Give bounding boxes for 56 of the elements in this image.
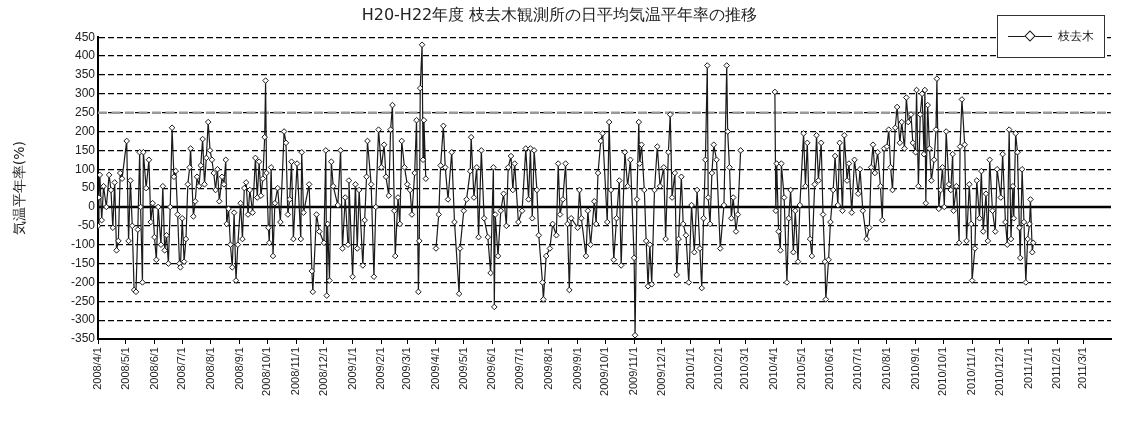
x-tick-label: 2009/6/1 <box>485 347 498 390</box>
x-tick-label: 2010/3/1 <box>738 347 751 390</box>
x-tick-label: 2009/11/1 <box>627 347 640 396</box>
x-tick-label: 2010/5/1 <box>794 347 807 390</box>
x-tick-label: 2009/9/1 <box>570 347 583 390</box>
legend-label: 枝去木 <box>1058 28 1094 46</box>
x-tick-label: 2008/10/1 <box>260 347 273 396</box>
x-tick-label: 2010/4/1 <box>766 347 779 390</box>
y-tick-label: 350 <box>74 67 96 82</box>
y-tick-label: -50 <box>77 218 96 233</box>
y-tick-label: 300 <box>74 86 96 101</box>
y-tick-label: -200 <box>70 274 96 289</box>
y-tick-label: 150 <box>74 142 96 157</box>
y-axis-title: 気温平年率(%) <box>11 140 28 236</box>
x-tick-label: 2010/12/1 <box>992 347 1005 396</box>
x-tick-label: 2008/11/1 <box>289 347 302 396</box>
x-tick-label: 2008/8/1 <box>204 347 216 390</box>
x-tick-label: 2010/9/1 <box>908 347 921 390</box>
chart-title: H20-H22年度 枝去木観測所の日平均気温平年率の推移 <box>361 4 758 24</box>
x-tick-label: 2009/1/1 <box>345 347 358 390</box>
x-tick-label: 2010/7/1 <box>851 347 864 390</box>
x-tick-label: 2009/8/1 <box>541 347 554 390</box>
y-tick-label: 200 <box>74 123 96 138</box>
x-tick-label: 2008/5/1 <box>118 347 131 390</box>
x-tick-label: 2008/12/1 <box>316 347 329 396</box>
x-tick-label: 2009/5/1 <box>456 347 469 390</box>
x-tick-label: 2009/7/1 <box>513 347 526 390</box>
x-tick-label: 2010/8/1 <box>879 347 892 390</box>
x-tick-label: 2009/12/1 <box>654 347 667 396</box>
y-tick-label: 50 <box>81 180 96 195</box>
y-tick-label: 450 <box>74 29 96 44</box>
x-tick-label: 2008/4/1 <box>91 347 104 390</box>
x-tick-label: 2010/10/1 <box>936 347 949 396</box>
y-tick-label: -150 <box>70 255 96 270</box>
x-tick-label: 2010/2/1 <box>712 347 725 390</box>
x-tick-label: 2010/11/1 <box>965 347 978 396</box>
x-tick-label: 2011/1/1 <box>1021 347 1034 390</box>
x-tick-label: 2008/7/1 <box>175 347 188 390</box>
x-tick-label: 2009/3/1 <box>400 347 413 390</box>
x-tick-label: 2011/3/1 <box>1076 347 1089 390</box>
x-tick-label: 2009/10/1 <box>598 347 611 396</box>
y-tick-label: 100 <box>74 161 96 176</box>
x-tick-label: 2010/1/1 <box>683 347 696 390</box>
x-tick-label: 2010/6/1 <box>823 347 836 390</box>
y-tick-label: -350 <box>70 331 96 346</box>
y-tick-label: -100 <box>70 237 96 251</box>
y-tick-label: 0 <box>88 199 96 214</box>
x-tick-label: 2008/6/1 <box>147 347 160 390</box>
x-tick-label: 2009/2/1 <box>374 347 387 390</box>
y-tick-label: 400 <box>74 48 96 63</box>
y-tick-label: 250 <box>74 104 96 119</box>
x-tick-label: 2011/2/1 <box>1050 347 1063 390</box>
x-tick-label: 2009/4/1 <box>429 347 442 390</box>
y-tick-label: -300 <box>70 312 96 327</box>
y-tick-label: -250 <box>70 293 96 308</box>
x-tick-label: 2008/9/1 <box>232 347 245 390</box>
